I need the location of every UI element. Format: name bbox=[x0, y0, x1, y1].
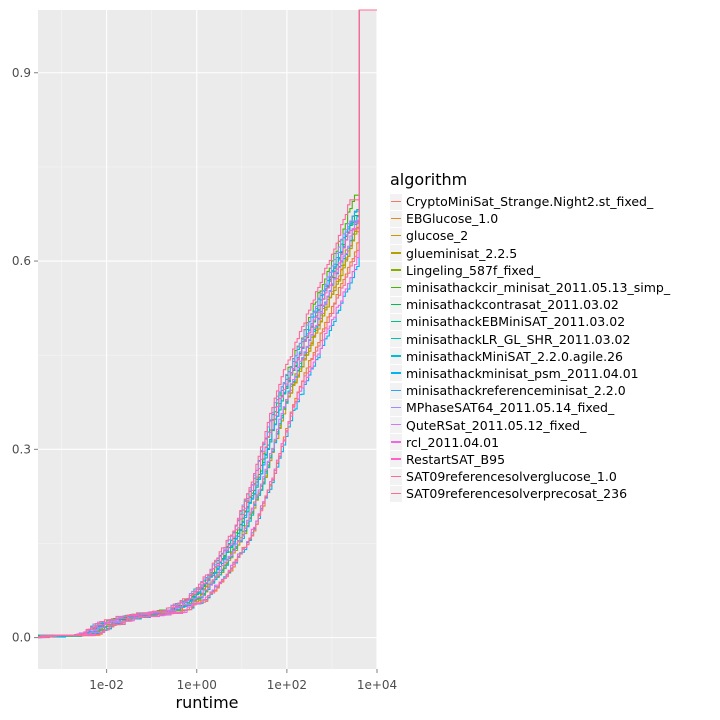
legend-key bbox=[390, 434, 402, 451]
legend-label: CryptoMiniSat_Strange.Night2.st_fixed_ bbox=[406, 194, 654, 210]
x-axis: 1e-02 1e+00 1e+02 1e+04 bbox=[89, 669, 397, 692]
legend-key bbox=[390, 485, 402, 502]
legend-key bbox=[390, 365, 402, 382]
legend-label: minisathackEBMiniSAT_2011.03.02 bbox=[406, 314, 626, 330]
legend-label: SAT09referencesolverglucose_1.0 bbox=[406, 469, 617, 485]
legend-key bbox=[390, 245, 402, 262]
legend-item: SAT09referencesolverprecosat_236 bbox=[390, 485, 670, 502]
y-tick-label: 0.0 bbox=[12, 631, 31, 645]
legend-label: minisathackLR_GL_SHR_2011.03.02 bbox=[406, 331, 631, 347]
legend-label: glueminisat_2.2.5 bbox=[406, 245, 518, 261]
legend: algorithm CryptoMiniSat_Strange.Night2.s… bbox=[390, 170, 670, 502]
legend-key bbox=[390, 227, 402, 244]
legend-key bbox=[390, 399, 402, 416]
legend-key bbox=[390, 193, 402, 210]
legend-item: RestartSAT_B95 bbox=[390, 451, 670, 468]
y-tick-label: 0.6 bbox=[12, 254, 31, 268]
legend-key bbox=[390, 331, 402, 348]
legend-item: minisathackreferenceminisat_2.2.0 bbox=[390, 382, 670, 399]
legend-label: minisathackminisat_psm_2011.04.01 bbox=[406, 365, 639, 381]
legend-label: rcl_2011.04.01 bbox=[406, 434, 500, 450]
legend-key bbox=[390, 468, 402, 485]
legend-label: SAT09referencesolverprecosat_236 bbox=[406, 486, 628, 502]
x-tick-label: 1e+04 bbox=[357, 678, 397, 692]
legend-item: minisathackEBMiniSAT_2011.03.02 bbox=[390, 313, 670, 330]
legend-key bbox=[390, 210, 402, 227]
legend-label: QuteRSat_2011.05.12_fixed_ bbox=[406, 417, 587, 433]
legend-key bbox=[390, 451, 402, 468]
legend-key bbox=[390, 382, 402, 399]
legend-item: CryptoMiniSat_Strange.Night2.st_fixed_ bbox=[390, 193, 670, 210]
legend-item: glucose_2 bbox=[390, 227, 670, 244]
legend-label: RestartSAT_B95 bbox=[406, 451, 506, 467]
y-tick-label: 0.9 bbox=[12, 66, 31, 80]
legend-item: Lingeling_587f_fixed_ bbox=[390, 262, 670, 279]
series-line bbox=[38, 10, 360, 639]
legend-key bbox=[390, 279, 402, 296]
series-line bbox=[38, 10, 360, 638]
legend-key bbox=[390, 417, 402, 434]
legend-item: rcl_2011.04.01 bbox=[390, 434, 670, 451]
series-line bbox=[38, 10, 360, 638]
x-tick-label: 1e-02 bbox=[89, 678, 124, 692]
legend-label: EBGlucose_1.0 bbox=[406, 211, 499, 227]
legend-item: SAT09referencesolverglucose_1.0 bbox=[390, 468, 670, 485]
plot-panel bbox=[38, 10, 377, 669]
legend-item: minisathackLR_GL_SHR_2011.03.02 bbox=[390, 331, 670, 348]
legend-item: QuteRSat_2011.05.12_fixed_ bbox=[390, 416, 670, 434]
y-axis: 0.0 0.3 0.6 0.9 bbox=[12, 66, 38, 645]
x-tick-label: 1e+00 bbox=[177, 678, 217, 692]
legend-label: MPhaseSAT64_2011.05.14_fixed_ bbox=[406, 400, 615, 416]
y-tick-label: 0.3 bbox=[12, 442, 31, 456]
legend-label: minisathackcontrasat_2011.03.02 bbox=[406, 297, 619, 313]
legend-label: minisathackcir_minisat_2011.05.13_simp_ bbox=[406, 280, 671, 296]
legend-label: glucose_2 bbox=[406, 228, 469, 244]
legend-label: Lingeling_587f_fixed_ bbox=[406, 262, 541, 278]
legend-key bbox=[390, 313, 402, 330]
legend-item: minisathackMiniSAT_2.2.0.agile.26 bbox=[390, 348, 670, 365]
legend-key bbox=[390, 296, 402, 313]
legend-item: minisathackcontrasat_2011.03.02 bbox=[390, 296, 670, 313]
legend-items: CryptoMiniSat_Strange.Night2.st_fixed_ EB… bbox=[390, 193, 670, 502]
legend-item: EBGlucose_1.0 bbox=[390, 210, 670, 227]
grid-minor bbox=[38, 10, 377, 669]
legend-item: minisathackcir_minisat_2011.05.13_simp_ bbox=[390, 279, 670, 296]
x-axis-title: runtime bbox=[175, 693, 238, 712]
legend-item: glueminisat_2.2.5 bbox=[390, 245, 670, 262]
legend-item: minisathackminisat_psm_2011.04.01 bbox=[390, 365, 670, 382]
grid-major bbox=[38, 10, 378, 669]
series-line bbox=[38, 9, 377, 639]
series-lines bbox=[38, 9, 377, 639]
legend-key bbox=[390, 348, 402, 365]
x-tick-label: 1e+02 bbox=[267, 678, 307, 692]
legend-label: minisathackreferenceminisat_2.2.0 bbox=[406, 383, 626, 399]
legend-label: minisathackMiniSAT_2.2.0.agile.26 bbox=[406, 348, 623, 364]
legend-item: MPhaseSAT64_2011.05.14_fixed_ bbox=[390, 399, 670, 416]
legend-key bbox=[390, 262, 402, 279]
legend-title: algorithm bbox=[390, 170, 468, 189]
